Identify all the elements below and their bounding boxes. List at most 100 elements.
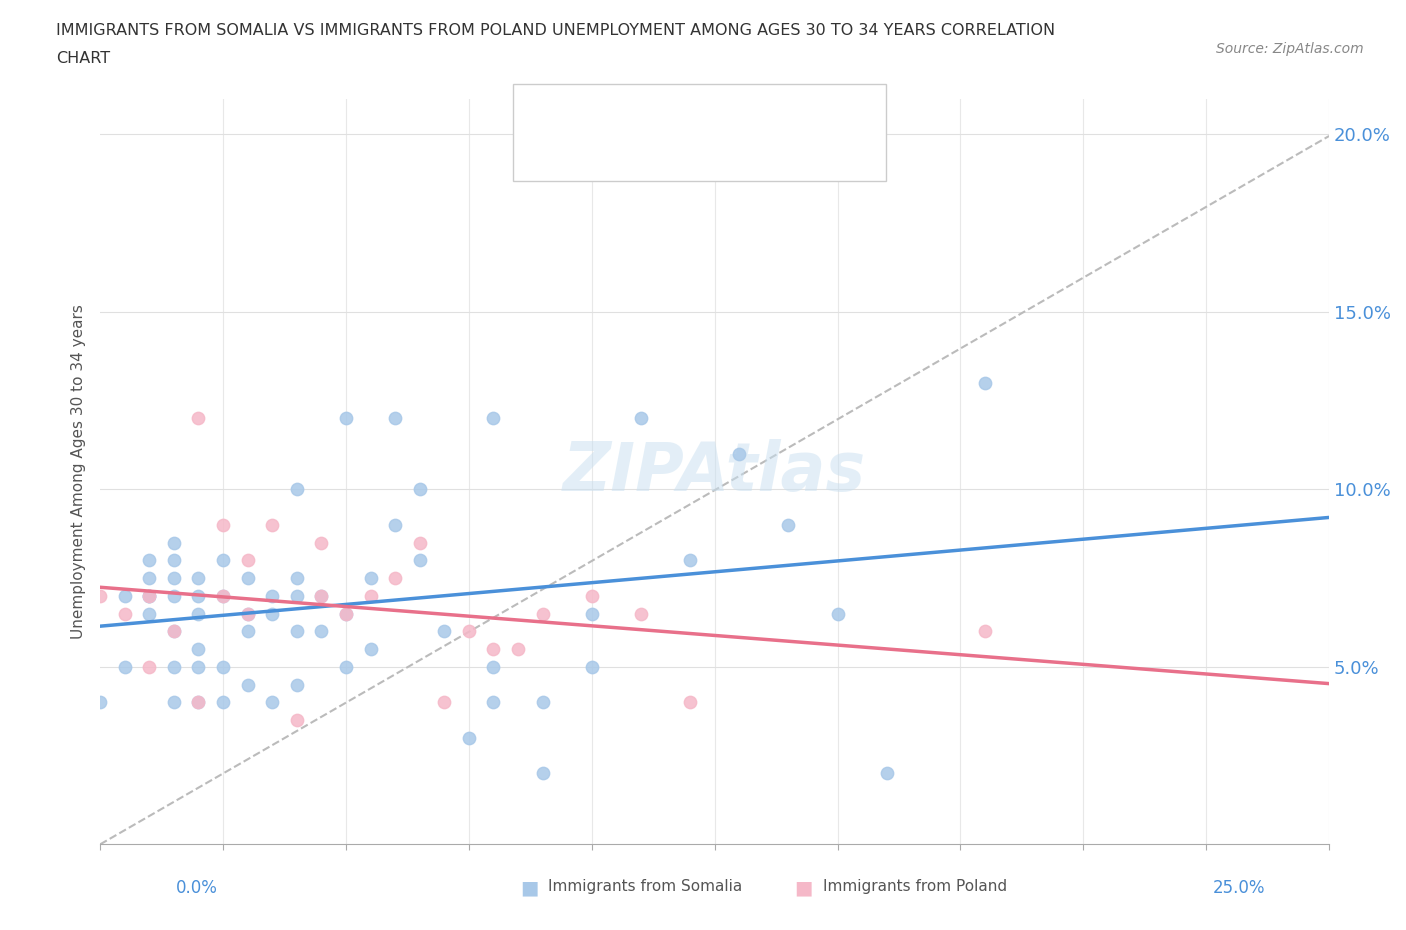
Point [138,589,160,604]
Point [89,695,111,710]
Point [433,624,456,639]
Point [630,411,652,426]
Point [212,695,235,710]
Point [335,606,357,621]
Point [212,552,235,567]
Point [679,695,702,710]
Point [212,589,235,604]
Point [974,376,997,391]
Point [285,571,308,586]
Point [187,695,209,710]
Point [236,624,259,639]
Point [236,606,259,621]
Point [408,535,430,550]
Point [408,552,430,567]
Point [876,766,898,781]
Point [114,589,136,604]
Point [187,606,209,621]
Point [138,659,160,674]
Text: ■: ■ [534,140,553,158]
Point [335,659,357,674]
Point [163,552,186,567]
Point [630,606,652,621]
Text: ■: ■ [520,879,538,897]
Point [482,411,505,426]
Point [89,589,111,604]
Point [360,589,382,604]
Point [212,517,235,532]
Point [311,624,333,639]
Point [236,552,259,567]
Point [212,659,235,674]
Point [187,695,209,710]
Point [262,695,284,710]
Point [262,606,284,621]
Point [163,571,186,586]
Point [285,482,308,497]
Y-axis label: Unemployment Among Ages 30 to 34 years: Unemployment Among Ages 30 to 34 years [72,304,86,639]
Point [285,677,308,692]
Point [384,571,406,586]
Point [581,606,603,621]
Point [236,606,259,621]
Point [482,642,505,657]
Point [311,535,333,550]
Point [187,642,209,657]
Point [311,589,333,604]
Point [482,695,505,710]
Point [531,695,554,710]
Text: CHART: CHART [56,51,110,66]
Point [138,589,160,604]
Point [163,624,186,639]
Point [360,642,382,657]
Text: IMMIGRANTS FROM SOMALIA VS IMMIGRANTS FROM POLAND UNEMPLOYMENT AMONG AGES 30 TO : IMMIGRANTS FROM SOMALIA VS IMMIGRANTS FR… [56,23,1056,38]
Point [384,517,406,532]
Point [236,677,259,692]
Point [457,730,479,745]
Point [163,589,186,604]
Point [187,659,209,674]
Point [384,411,406,426]
Point [163,695,186,710]
Point [531,766,554,781]
Point [581,659,603,674]
Text: Immigrants from Poland: Immigrants from Poland [823,879,1007,894]
Point [285,624,308,639]
Point [138,589,160,604]
Point [236,571,259,586]
Text: R = 0.220   N = 28: R = 0.220 N = 28 [562,140,720,157]
Text: R = 0.400   N = 64: R = 0.400 N = 64 [562,102,720,120]
Point [335,411,357,426]
Point [311,589,333,604]
Point [187,589,209,604]
Point [457,624,479,639]
Point [138,552,160,567]
Point [163,624,186,639]
Point [138,571,160,586]
Point [482,659,505,674]
Point [360,571,382,586]
Point [581,589,603,604]
Point [408,482,430,497]
Point [827,606,849,621]
Point [974,624,997,639]
Point [163,659,186,674]
Point [778,517,800,532]
Point [285,589,308,604]
Point [506,642,529,657]
Text: 25.0%: 25.0% [1213,879,1265,897]
Text: ■: ■ [794,879,813,897]
Point [335,606,357,621]
Point [262,589,284,604]
Point [433,695,456,710]
Point [679,552,702,567]
Point [728,446,751,461]
Point [114,606,136,621]
Text: Source: ZipAtlas.com: Source: ZipAtlas.com [1216,42,1364,56]
Point [114,659,136,674]
Point [138,606,160,621]
Text: Immigrants from Somalia: Immigrants from Somalia [548,879,742,894]
Point [285,712,308,727]
Point [187,411,209,426]
Text: ■: ■ [534,102,553,121]
